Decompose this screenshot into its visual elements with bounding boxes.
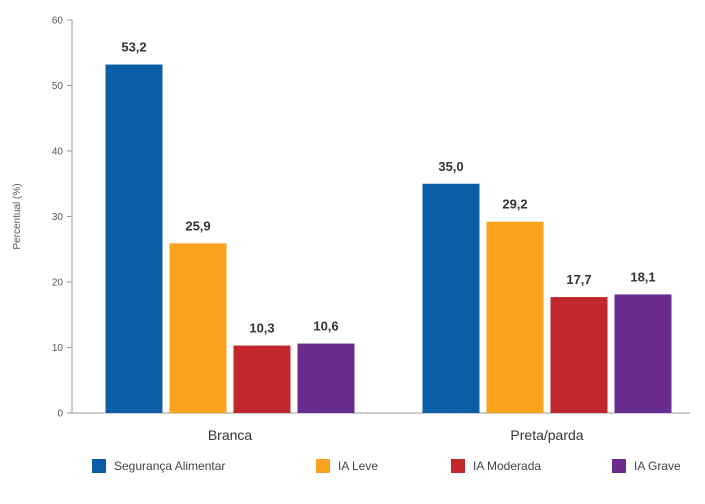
legend-swatch-ia-moderada: [451, 459, 465, 473]
data-label: 10,3: [249, 321, 274, 336]
data-label: 18,1: [630, 269, 655, 284]
data-label: 17,7: [566, 272, 591, 287]
chart-area: 0 10 20 30 40 50 60 Percentual (%) Branca Preta/p…: [12, 16, 690, 443]
y-tick-label: 0: [57, 409, 63, 420]
y-tick-label: 20: [52, 278, 64, 289]
bar: [169, 243, 227, 413]
x-category-label: Branca: [208, 427, 253, 443]
legend-swatch-ia-grave: [612, 459, 626, 473]
data-label: 29,2: [502, 197, 527, 212]
bar: [297, 343, 355, 413]
bars: [105, 64, 672, 413]
data-label: 10,6: [313, 319, 338, 334]
y-tick-label: 30: [52, 212, 64, 223]
legend-label-ia-moderada: IA Moderada: [473, 459, 542, 473]
bar: [614, 294, 672, 413]
legend-swatch-ia-leve: [316, 459, 330, 473]
y-tick-label: 10: [52, 343, 64, 354]
y-axis-title: Percentual (%): [12, 183, 23, 249]
y-tick-label: 50: [52, 81, 64, 92]
legend-label-ia-leve: IA Leve: [338, 459, 379, 473]
data-label: 35,0: [438, 159, 463, 174]
legend-label-seguranca-alimentar: Segurança Alimentar: [114, 459, 226, 473]
legend-item-ia-moderada: IA Moderada: [451, 456, 541, 476]
bar: [486, 221, 544, 413]
y-tick-label: 60: [52, 16, 64, 27]
legend-item-seguranca-alimentar: Segurança Alimentar: [92, 456, 225, 476]
legend-swatch-seguranca-alimentar: [92, 459, 106, 473]
bar: [105, 64, 163, 413]
data-label: 53,2: [121, 40, 146, 55]
legend-item-ia-grave: IA Grave: [612, 456, 681, 476]
data-label: 25,9: [185, 218, 210, 233]
legend-item-ia-leve: IA Leve: [316, 456, 378, 476]
labels: 53,2 25,9 10,3 10,6 35,0 29,2 17,7 18,1: [121, 40, 655, 336]
x-category-label: Preta/parda: [510, 427, 583, 443]
bar: [422, 183, 480, 413]
legend: Segurança Alimentar IA Leve IA Moderada …: [0, 456, 705, 476]
bar: [550, 297, 608, 413]
y-tick-label: 40: [52, 147, 64, 158]
legend-label-ia-grave: IA Grave: [634, 459, 681, 473]
bar: [233, 345, 291, 413]
